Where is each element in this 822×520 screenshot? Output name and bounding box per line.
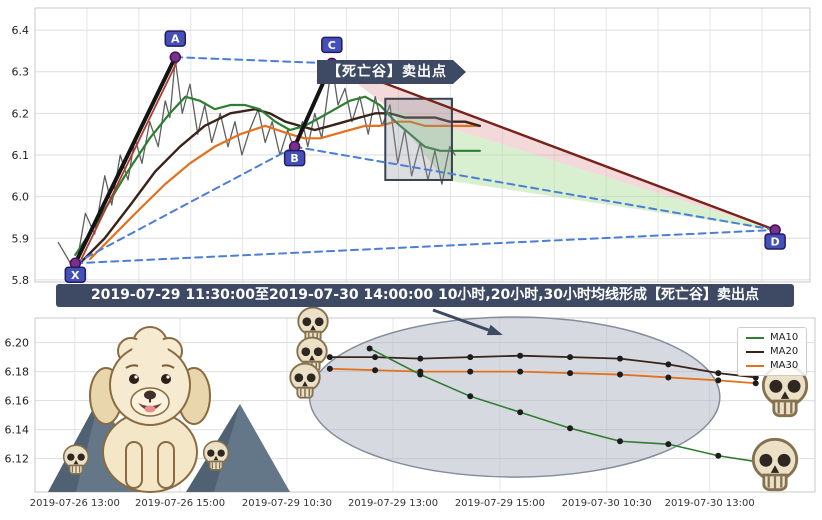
dog-nose (144, 390, 156, 400)
segment-B-D (293, 145, 777, 231)
plot-border (34, 317, 816, 493)
legend-item-ma10: MA10 (746, 332, 798, 343)
segment-C-D (330, 62, 777, 232)
tick-label: C (328, 39, 336, 52)
tick-label: 6.0 (12, 191, 30, 204)
tick-label: 6.14 (5, 424, 30, 437)
tick-label: 6.16 (5, 395, 30, 408)
tick-label: 6.3 (12, 66, 30, 79)
series-MA30 (88, 120, 481, 261)
legend-label: MA20 (770, 346, 799, 357)
marker-dot (417, 355, 424, 362)
ma30-line-swatch (746, 364, 764, 367)
marker-dot (567, 354, 574, 361)
legend-item-ma30: MA30 (746, 360, 798, 371)
tick-label: 2019-07-29 13:00 (348, 498, 438, 509)
annotation-arrow (432, 308, 503, 336)
marker-dot (372, 354, 379, 361)
marker-dot (665, 374, 672, 381)
series-MA20 (329, 354, 756, 379)
skull-icon (751, 437, 799, 492)
marker-dot (326, 354, 333, 361)
tick-label: 2019-07-26 13:00 (30, 498, 120, 509)
marker-dot (715, 377, 722, 384)
pattern-label-box-X (64, 266, 87, 284)
legend-label: MA30 (770, 360, 799, 371)
marker-dot (715, 370, 722, 377)
pattern-annotation-bar: 2019-07-29 11:30:00至2019-07-30 14:00:00 … (56, 284, 794, 307)
skull-icon (297, 306, 329, 343)
sell-wedge-green (389, 109, 776, 230)
pattern-point-A (169, 51, 182, 63)
segment-X-B (74, 145, 296, 265)
bottom-zoom-panel: 6.12 6.14 6.16 6.18 6.20 2019-07-26 13:00 2019… (5, 316, 816, 509)
marker-dot (617, 438, 623, 445)
pattern-label-box-C (321, 36, 343, 54)
marker-dot (567, 370, 574, 377)
marker-dot (617, 355, 623, 362)
ma20-line-swatch (746, 350, 764, 353)
tick-label: 6.12 (5, 453, 30, 466)
marker-dot (467, 354, 474, 361)
tick-label: 2019-07-26 15:00 (135, 498, 225, 509)
poodle-dog-illustration (48, 326, 290, 493)
marker-dot (752, 380, 759, 387)
death-valley-ellipse-highlight (308, 316, 721, 478)
dog-eye (161, 374, 171, 384)
segment-X-D (74, 228, 777, 265)
death-valley-callout: 【死亡谷】卖出点 (317, 60, 466, 84)
legend-label: MA10 (770, 332, 799, 343)
dog-tongue (144, 405, 156, 413)
ma10-line-swatch (746, 336, 764, 339)
tick-label: 2019-07-29 15:00 (455, 498, 545, 509)
marker-dot (617, 371, 623, 378)
tick-label: X (71, 269, 80, 282)
segment-X-A (78, 56, 181, 265)
marker-dot (326, 365, 333, 372)
top-price-panel: X A B C D 5.8 5.9 6.0 6.1 6.2 6.3 6.4 (12, 7, 811, 287)
pattern-label-box-A (164, 30, 187, 47)
marker-dot (467, 368, 474, 375)
tick-label: B (290, 152, 298, 165)
pattern-label-box-D (764, 233, 786, 250)
marker-dot (665, 441, 672, 448)
tick-label: 6.18 (5, 366, 30, 379)
marker-dot (665, 361, 672, 368)
series-MA30 (329, 367, 756, 385)
segment-X-A (73, 55, 178, 266)
series-MA10 (74, 95, 481, 257)
series-MA20 (78, 107, 482, 265)
tick-label: 6.4 (12, 24, 30, 37)
death-valley-highlight-box (384, 97, 453, 181)
tick-label: 6.2 (12, 107, 30, 120)
marker-dot (372, 367, 379, 374)
marker-dot (517, 368, 524, 375)
tick-label: A (171, 33, 180, 46)
tick-label: D (771, 235, 780, 248)
plot-border (34, 7, 811, 283)
marker-dot (417, 371, 424, 378)
tick-label: 5.9 (12, 232, 30, 245)
tick-label: 6.1 (12, 149, 30, 162)
marker-dot (517, 409, 524, 416)
segment-A-C (174, 56, 333, 65)
marker-dot (715, 452, 722, 459)
tick-label: 6.20 (5, 337, 30, 350)
tick-label: 2019-07-29 10:30 (242, 498, 332, 509)
dog-eye (129, 374, 139, 384)
tick-label: 2019-07-30 10:30 (562, 498, 652, 509)
marker-dot (366, 345, 373, 352)
pattern-label-box-B (283, 149, 306, 167)
marker-dot (517, 352, 524, 359)
tick-label: 5.8 (12, 274, 30, 287)
marker-dot (567, 425, 574, 432)
legend: MA10 MA20 MA30 (737, 327, 808, 376)
marker-dot (467, 393, 474, 400)
legend-item-ma20: MA20 (746, 346, 798, 357)
tick-label: 2019-07-30 13:00 (665, 498, 755, 509)
